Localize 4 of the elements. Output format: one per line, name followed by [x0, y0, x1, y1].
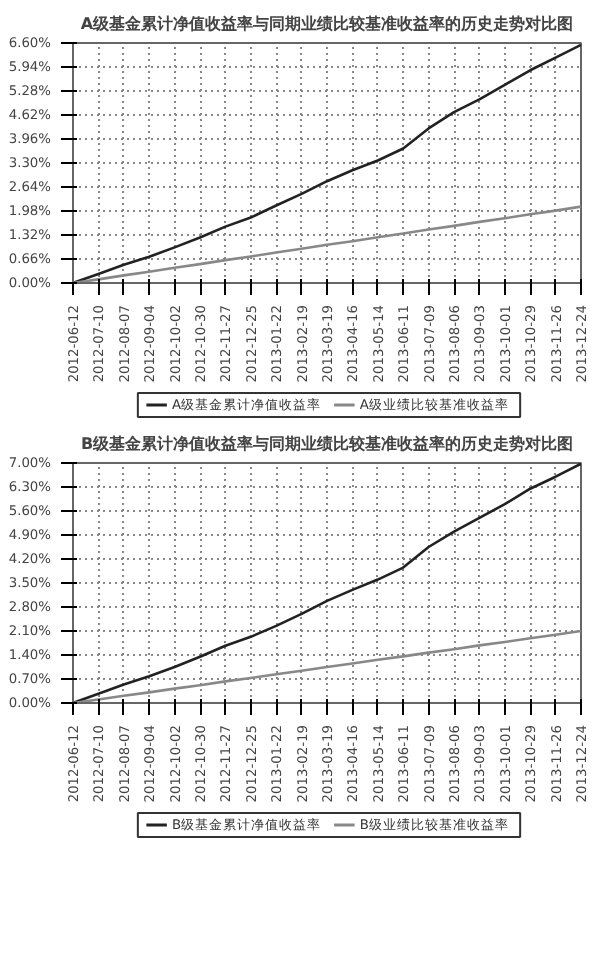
chart-title: B级基金累计净值收益率与同期业绩比较基准收益率的历史走势对比图 [80, 433, 574, 453]
line-series [73, 43, 581, 283]
chart-title: A级基金累计净值收益率与同期业绩比较基准收益率的历史走势对比图 [80, 13, 574, 33]
line-series [73, 463, 581, 703]
